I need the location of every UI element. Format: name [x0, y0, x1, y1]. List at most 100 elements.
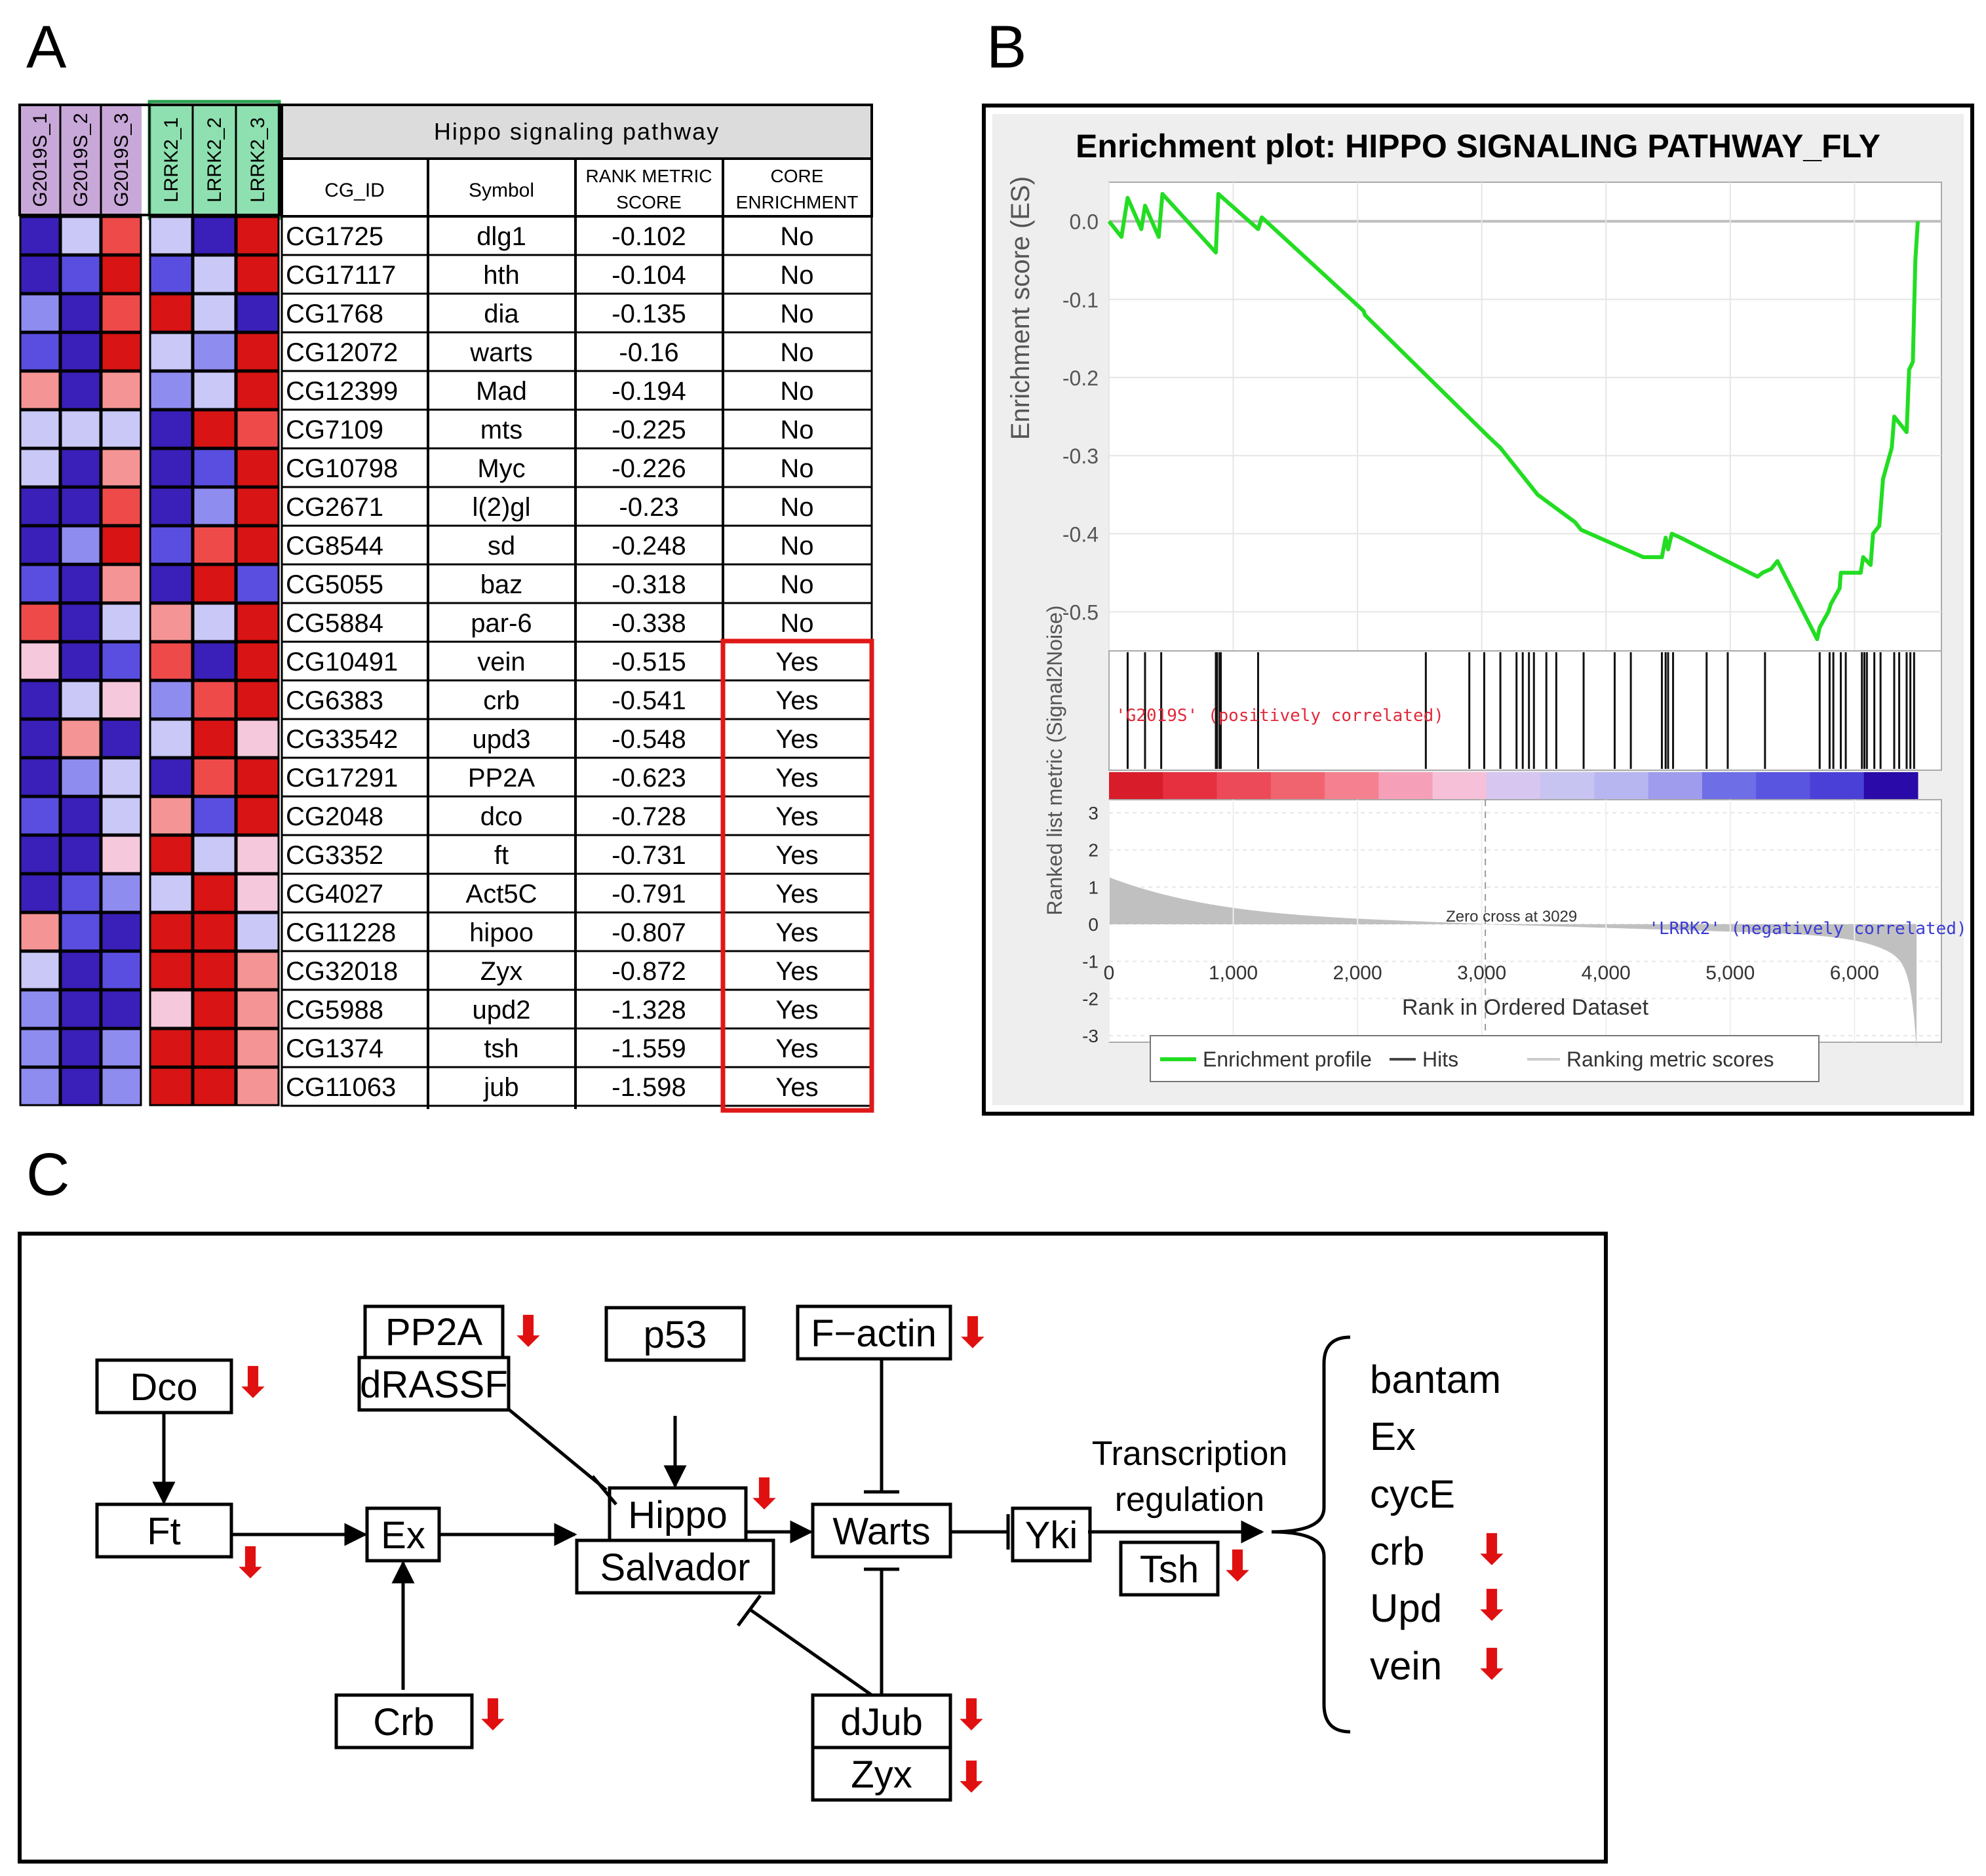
table-cell-cg: CG8544 — [286, 532, 383, 560]
heatmap-cell — [192, 834, 237, 874]
heatmap-cell — [149, 873, 193, 913]
table-cell-symbol: tsh — [484, 1034, 518, 1063]
node-salvador-box — [575, 1538, 775, 1595]
table-cell-cg: CG6383 — [286, 686, 383, 715]
node-dco: Dco — [130, 1366, 197, 1409]
heatmap-cell — [192, 370, 237, 410]
node-drassf: dRASSF — [360, 1363, 508, 1406]
table-cell-symbol: crb — [483, 686, 520, 715]
es-y-tick: -0.2 — [1062, 366, 1099, 390]
table-cell-symbol: upd3 — [473, 725, 531, 754]
table-cell-score: -0.791 — [612, 880, 686, 909]
table-cell-cg: CG3352 — [286, 841, 383, 870]
heatmap-cell — [100, 680, 142, 720]
heatmap-cell — [60, 757, 102, 797]
heatmap-cell — [100, 370, 142, 410]
heatmap-cell — [100, 448, 142, 488]
heatmap-cell — [149, 602, 193, 642]
heatmap-cell — [100, 912, 142, 952]
heatmap-cell — [149, 216, 193, 256]
table-cell-score: -0.807 — [612, 918, 686, 947]
table-cell-symbol: hth — [483, 261, 520, 290]
heatmap-cell — [192, 1066, 237, 1106]
heatmap-cell — [19, 448, 61, 488]
table-cell-symbol: Act5C — [466, 880, 537, 909]
metric-y-tick: -1 — [1082, 952, 1099, 972]
heatmap-sample-label: LRRK2_3 — [247, 117, 269, 203]
positive-correlation-label: 'G2019S' (positively correlated) — [1116, 706, 1444, 726]
heatmap-cell — [192, 989, 237, 1029]
heatmap-cell — [60, 912, 102, 952]
heatmap-cell — [19, 680, 61, 720]
target-upd: Upd — [1370, 1586, 1442, 1630]
heatmap-cell — [235, 873, 280, 913]
node-crb: Crb — [373, 1701, 434, 1744]
heatmap-cell — [60, 1066, 102, 1106]
target-cyce: cycE — [1370, 1472, 1455, 1516]
heatmap-cell — [100, 796, 142, 836]
node-djub: dJub — [840, 1701, 923, 1744]
header-enrichment: ENRICHMENT — [736, 192, 859, 212]
heatmap-cell — [100, 641, 142, 681]
table-cell-cg: CG1374 — [286, 1034, 383, 1063]
legend-hits: Hits — [1422, 1047, 1458, 1071]
color-bar-segment — [1756, 772, 1810, 800]
heatmap-cell — [19, 796, 61, 836]
node-yki: Yki — [1025, 1514, 1078, 1557]
heatmap-cell — [19, 1066, 61, 1106]
header-symbol: Symbol — [469, 180, 534, 201]
heatmap-cell — [100, 873, 142, 913]
node-tsh-box — [1119, 1540, 1220, 1597]
heatmap-cell — [149, 1066, 193, 1106]
table-cell-score: -0.541 — [612, 686, 686, 715]
header-cg-id: CG_ID — [324, 180, 385, 201]
table-cell-cg: CG33542 — [286, 725, 398, 754]
table-cell-cg: CG7109 — [286, 416, 383, 444]
heatmap-sample-label: G2019S_3 — [111, 113, 132, 206]
color-bar-segment — [1540, 772, 1595, 800]
table-cell-core: No — [780, 454, 813, 483]
table-cell-core: No — [780, 300, 813, 328]
table-cell-symbol: mts — [480, 416, 522, 444]
heatmap-cell — [60, 1028, 102, 1068]
heatmap-cell — [60, 602, 102, 642]
heatmap-cell — [192, 564, 237, 604]
target-brace — [1271, 1335, 1351, 1734]
color-bar-segment — [1270, 772, 1325, 800]
table-cell-symbol: jub — [483, 1073, 518, 1102]
edge-djub-salvador-bar — [736, 1594, 762, 1627]
heatmap-cell — [192, 332, 237, 372]
color-bar-segment — [1378, 772, 1433, 800]
table-cell-cg: CG2671 — [286, 493, 383, 522]
metric-y-tick: -3 — [1082, 1026, 1099, 1046]
down-arrow-pp2a-icon: ⬇ — [511, 1309, 545, 1354]
down-arrow-factin-icon: ⬇ — [956, 1310, 990, 1356]
heatmap-cell — [100, 1028, 142, 1068]
table-cell-symbol: upd2 — [473, 996, 531, 1025]
heatmap-cell — [149, 293, 193, 333]
es-y-tick: -0.4 — [1062, 522, 1099, 546]
node-hippo: Hippo — [628, 1494, 728, 1536]
table-cell-score: -1.559 — [612, 1034, 686, 1063]
heatmap-cell — [235, 564, 280, 604]
panel-label-b: B — [986, 14, 1027, 81]
edge-djub-salvador — [749, 1608, 873, 1697]
table-cell-score: -0.194 — [612, 377, 686, 406]
heatmap-cell — [100, 525, 142, 565]
heatmap-cell — [192, 448, 237, 488]
node-ft-box — [95, 1502, 233, 1559]
heatmap-cell — [149, 564, 193, 604]
heatmap-cell — [192, 1028, 237, 1068]
heatmap-cell — [192, 873, 237, 913]
table-cell-score: -0.248 — [612, 532, 686, 560]
table-cell-cg: CG4027 — [286, 880, 383, 909]
heatmap-cell — [149, 370, 193, 410]
heatmap-cell — [235, 525, 280, 565]
heatmap-cell — [149, 757, 193, 797]
table-cell-score: -0.318 — [612, 570, 686, 599]
table-cell-core: No — [780, 493, 813, 522]
heatmap-cell — [100, 834, 142, 874]
heatmap-cell — [60, 293, 102, 333]
node-zyx-box — [811, 1746, 952, 1802]
heatmap-cell — [235, 834, 280, 874]
